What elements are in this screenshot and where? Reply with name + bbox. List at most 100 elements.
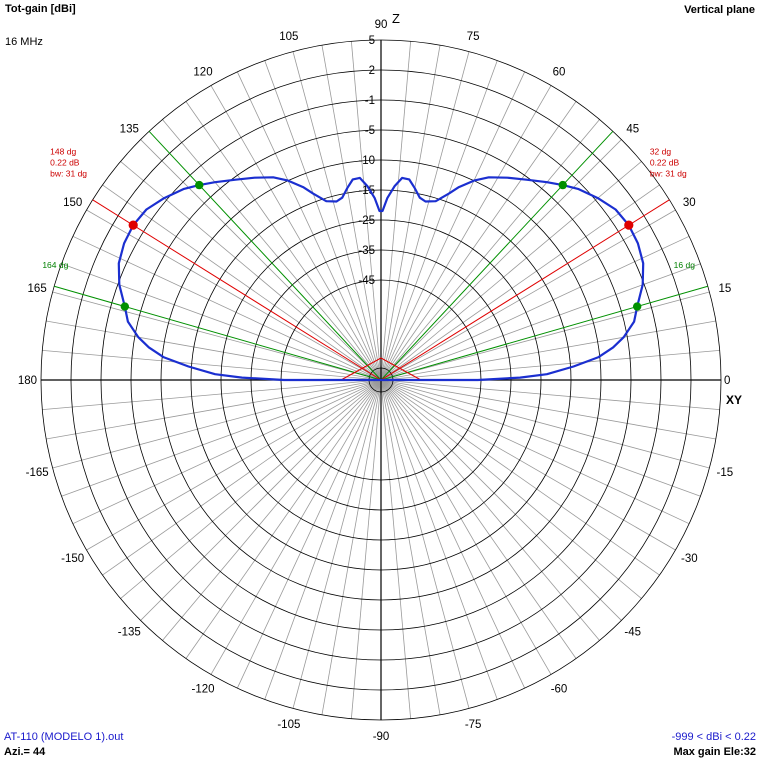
grid-spoke xyxy=(350,379,382,719)
grid-spoke xyxy=(185,379,382,659)
half-power-line xyxy=(380,285,708,381)
grid-spoke xyxy=(380,119,600,381)
max-gain-annotation: 32 dg xyxy=(650,147,672,157)
angle-tick-label: 90 xyxy=(375,19,388,31)
angle-tick-label: -150 xyxy=(61,553,84,565)
radial-tick-label: -1 xyxy=(365,95,375,107)
grid-spoke xyxy=(162,119,382,381)
max-gain-point xyxy=(624,220,634,230)
radial-tick-label: 2 xyxy=(369,65,375,77)
grid-spoke xyxy=(380,379,526,689)
grid-spoke xyxy=(61,379,382,497)
half-power-line xyxy=(380,130,614,381)
xy-axis-label: XY xyxy=(726,393,743,407)
angle-tick-label: -15 xyxy=(717,467,734,479)
grid-spoke xyxy=(380,101,577,381)
gain-range-label: -999 < dBi < 0.22 xyxy=(671,731,756,743)
grid-spoke xyxy=(380,379,710,469)
angle-tick-label: -105 xyxy=(277,719,300,731)
grid-spoke xyxy=(380,45,441,381)
half-power-line xyxy=(148,130,382,381)
azimuth-label: Azi.= 44 xyxy=(4,746,46,758)
angle-tick-label: 60 xyxy=(553,67,566,79)
radial-tick-label: -5 xyxy=(365,125,375,137)
grid-spoke xyxy=(86,209,382,381)
grid-spoke xyxy=(380,379,660,576)
max-gain-line xyxy=(92,199,382,381)
grid-spoke xyxy=(380,209,676,381)
half-power-line xyxy=(54,285,382,381)
file-name-label: AT-110 (MODELO 1).out xyxy=(4,731,124,743)
grid-spoke xyxy=(380,379,720,411)
half-power-annotation: 164 dg xyxy=(42,260,68,270)
grid-spoke xyxy=(380,291,710,381)
radial-tick-label: 5 xyxy=(369,35,375,47)
grid-spoke xyxy=(140,139,382,381)
grid-spoke xyxy=(46,379,382,440)
grid-spoke xyxy=(380,60,498,381)
grid-spoke xyxy=(380,379,498,700)
frequency-label: 16 MHz xyxy=(5,36,43,48)
grid-spoke xyxy=(380,263,701,381)
grid-spoke xyxy=(140,379,382,621)
half-power-point xyxy=(120,302,130,311)
half-power-point xyxy=(558,180,567,190)
grid-spoke xyxy=(380,85,552,381)
grid-spoke xyxy=(120,379,382,599)
radial-tick-label: -10 xyxy=(358,155,375,167)
angle-tick-label: 105 xyxy=(279,31,298,43)
angle-tick-label: 15 xyxy=(718,283,731,295)
grid-spoke xyxy=(380,379,441,715)
angle-tick-label: -135 xyxy=(118,627,141,639)
max-gain-annotation: 0.22 dB xyxy=(650,158,680,168)
angle-tick-label: -165 xyxy=(26,467,49,479)
max-gain-annotation: bw: 31 dg xyxy=(650,169,687,179)
max-gain-annotation: 0.22 dB xyxy=(50,158,80,168)
grid-spoke xyxy=(264,60,382,381)
grid-spoke xyxy=(380,51,470,381)
grid-spoke xyxy=(380,139,622,381)
grid-spoke xyxy=(380,379,470,709)
grid-spoke xyxy=(264,379,382,700)
grid-spoke xyxy=(61,263,382,381)
grid-spoke xyxy=(210,85,382,381)
grid-spoke xyxy=(321,45,382,381)
grid-spoke xyxy=(52,291,382,381)
grid-spoke xyxy=(380,379,552,675)
grid-spoke xyxy=(42,379,382,411)
grid-spoke xyxy=(42,349,382,381)
max-gain-point xyxy=(128,220,138,230)
grid-spoke xyxy=(380,379,412,719)
angle-tick-label: -120 xyxy=(191,683,214,695)
grid-spoke xyxy=(321,379,382,715)
radial-tick-label: -35 xyxy=(358,245,375,257)
angle-tick-label: -45 xyxy=(624,627,641,639)
grid-spoke xyxy=(236,379,382,689)
grid-spoke xyxy=(380,184,660,381)
grid-spoke xyxy=(380,379,716,440)
grid-spoke xyxy=(380,379,577,659)
angle-tick-label: -30 xyxy=(681,553,698,565)
grid-spoke xyxy=(380,235,690,381)
grid-spoke xyxy=(350,41,382,381)
angle-tick-label: 135 xyxy=(120,123,139,135)
grid-spoke xyxy=(72,379,382,525)
max-gain-line xyxy=(380,199,670,381)
grid-spoke xyxy=(380,320,716,381)
grid-spoke xyxy=(380,41,412,381)
radial-tick-label: -15 xyxy=(358,185,375,197)
angle-tick-label: 0 xyxy=(724,375,730,387)
angle-tick-label: -60 xyxy=(551,683,568,695)
grid-spoke xyxy=(380,379,642,599)
grid-spoke xyxy=(292,379,382,709)
half-power-point xyxy=(195,180,204,190)
grid-spoke xyxy=(162,379,382,641)
grid-spoke xyxy=(236,71,382,381)
angle-tick-label: 165 xyxy=(28,283,47,295)
angle-tick-label: -75 xyxy=(465,719,482,731)
angle-tick-label: -90 xyxy=(373,731,390,743)
grid-spoke xyxy=(102,379,382,576)
angle-tick-label: 180 xyxy=(18,375,37,387)
max-gain-annotation: bw: 31 dg xyxy=(50,169,87,179)
